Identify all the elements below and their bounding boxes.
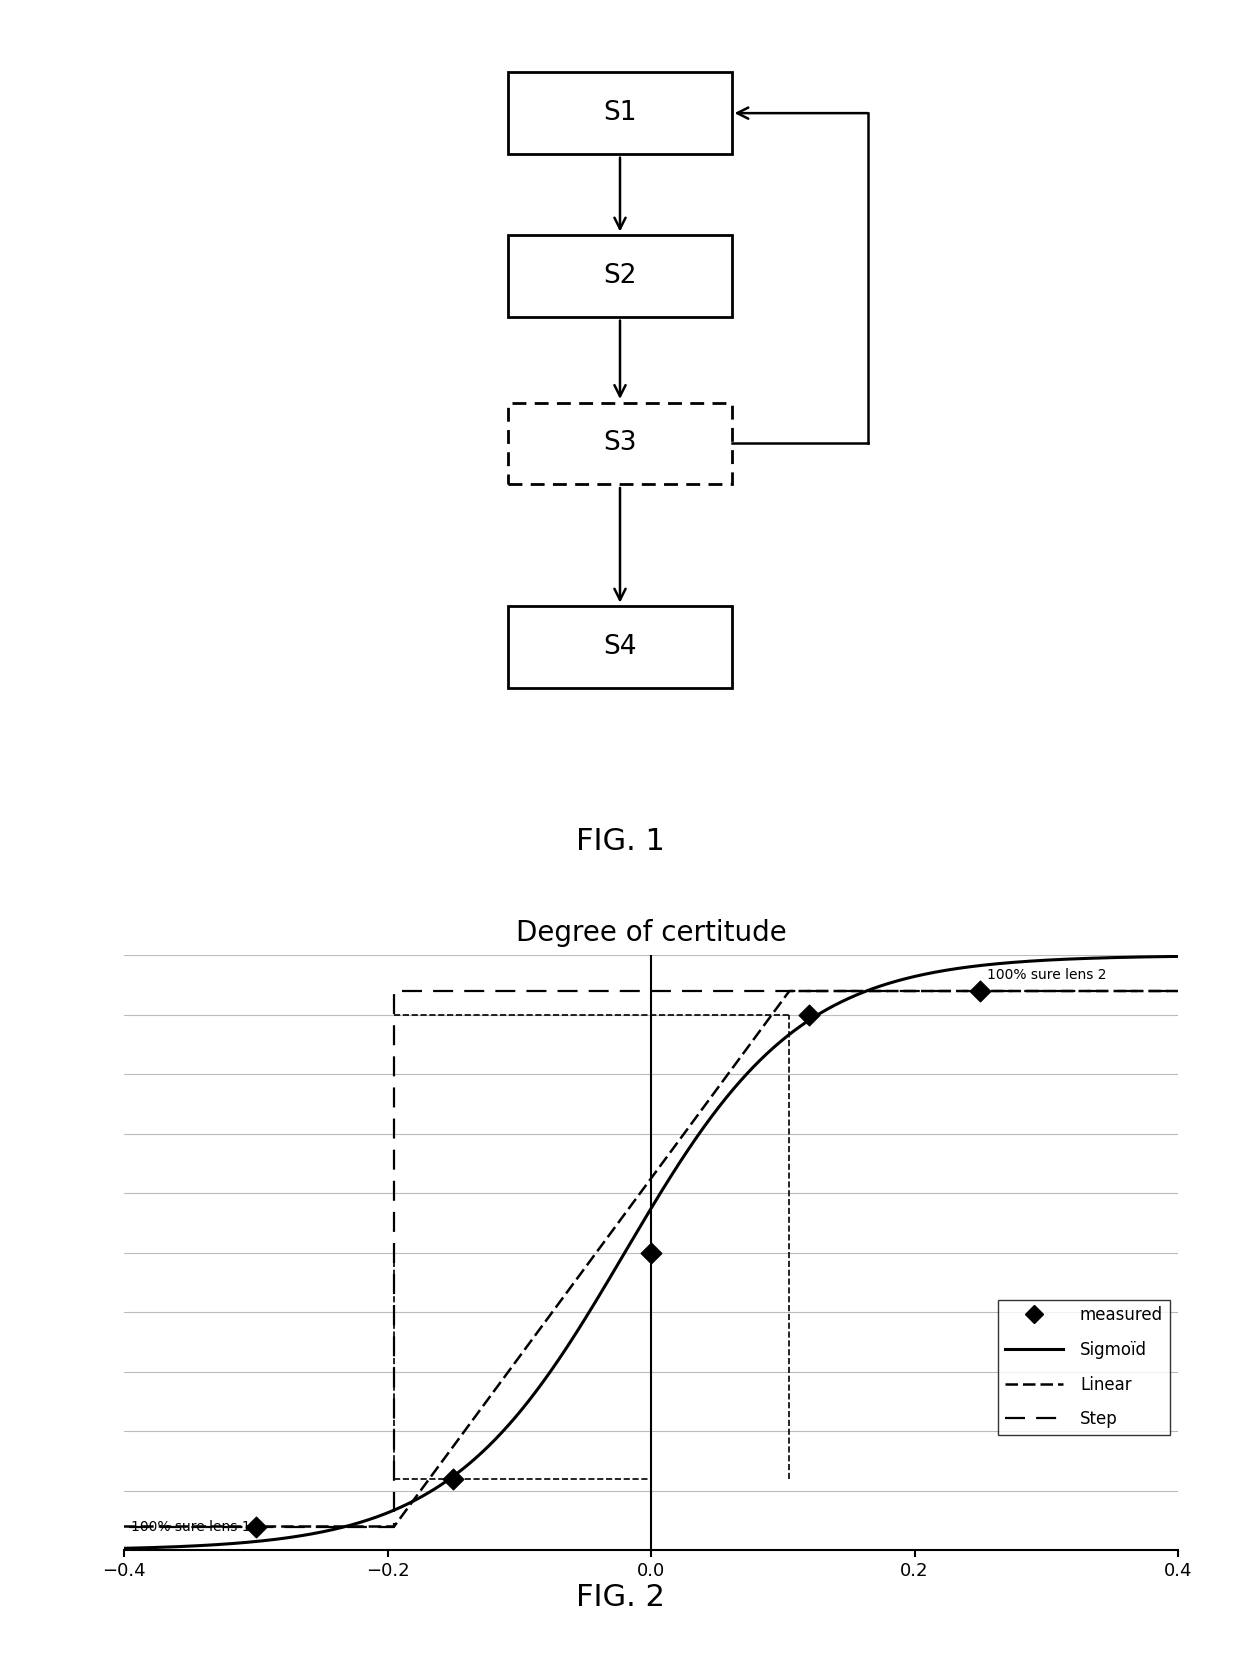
Legend: measured, Sigmoïd, Linear, Step: measured, Sigmoïd, Linear, Step <box>998 1299 1169 1435</box>
Text: FIG. 2: FIG. 2 <box>575 1584 665 1612</box>
Point <box>641 1240 661 1267</box>
Text: S4: S4 <box>603 634 637 660</box>
Text: 100% sure lens 1: 100% sure lens 1 <box>130 1520 250 1534</box>
Point <box>246 1513 265 1540</box>
FancyBboxPatch shape <box>508 402 732 484</box>
FancyBboxPatch shape <box>508 607 732 687</box>
Text: S3: S3 <box>603 431 637 456</box>
Point <box>971 977 991 1004</box>
Point <box>799 1001 818 1027</box>
FancyBboxPatch shape <box>508 72 732 154</box>
Text: FIG. 1: FIG. 1 <box>575 828 665 856</box>
Text: 100% sure lens 2: 100% sure lens 2 <box>987 969 1106 982</box>
FancyBboxPatch shape <box>508 235 732 317</box>
Title: Degree of certitude: Degree of certitude <box>516 920 786 947</box>
Text: S1: S1 <box>603 101 637 126</box>
Point <box>444 1465 464 1492</box>
Text: S2: S2 <box>603 263 637 288</box>
